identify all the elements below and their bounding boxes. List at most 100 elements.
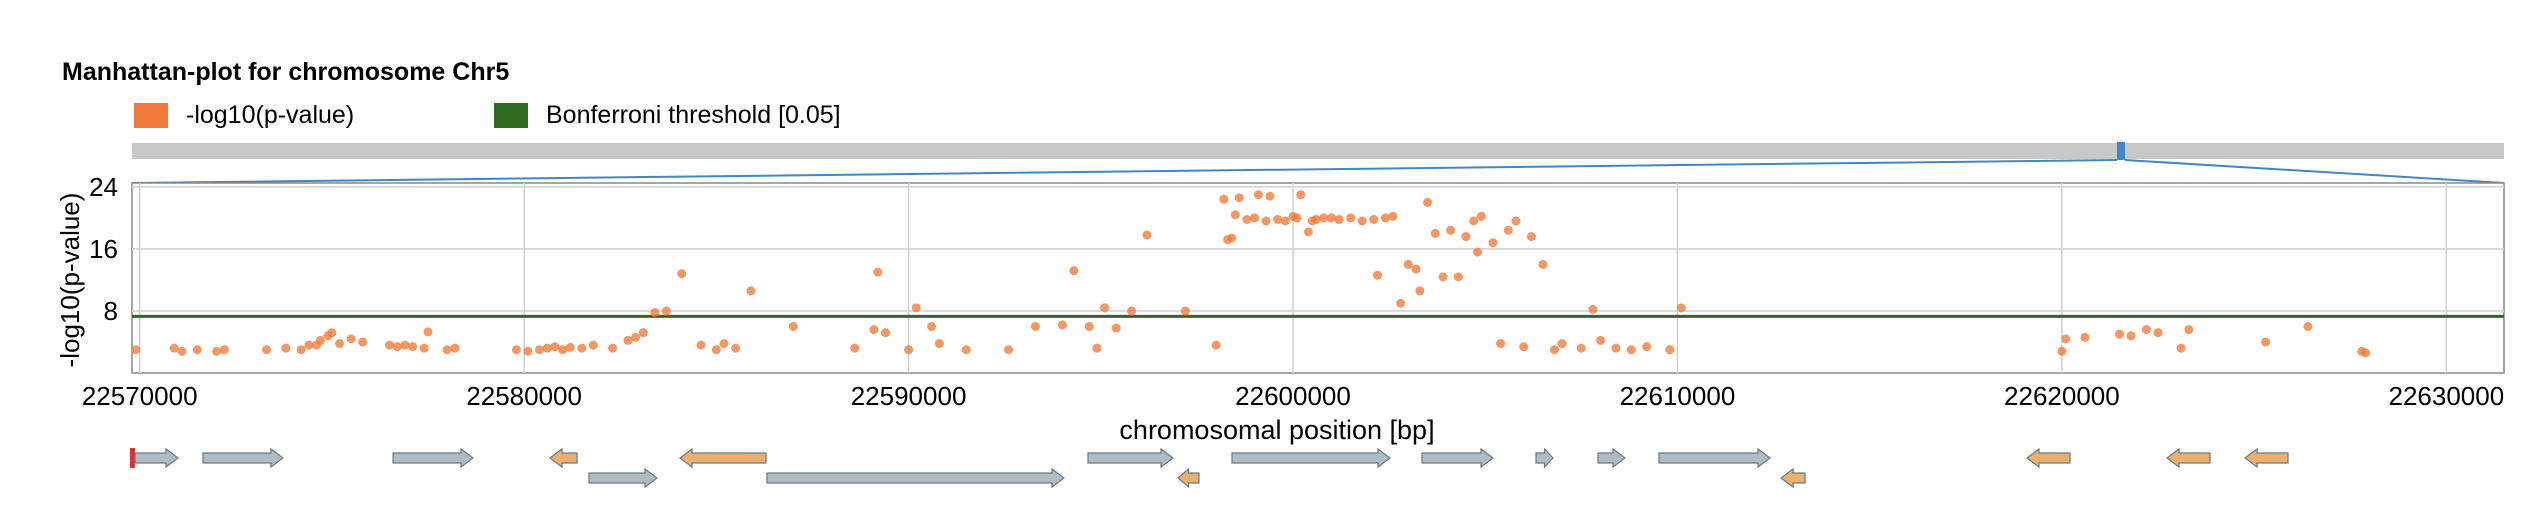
gene-arrow[interactable]	[1658, 447, 1771, 469]
data-point[interactable]	[1519, 342, 1529, 352]
data-point[interactable]	[650, 308, 660, 318]
data-point[interactable]	[1234, 193, 1244, 203]
data-point[interactable]	[1676, 303, 1686, 313]
data-point[interactable]	[1411, 264, 1421, 274]
data-point[interactable]	[1326, 213, 1336, 223]
data-point[interactable]	[1253, 190, 1263, 200]
data-point[interactable]	[608, 343, 618, 353]
data-point[interactable]	[550, 342, 560, 352]
gene-arrow[interactable]	[2244, 447, 2289, 469]
data-point[interactable]	[346, 334, 356, 344]
data-point[interactable]	[677, 269, 687, 279]
data-point[interactable]	[1292, 213, 1302, 223]
data-point[interactable]	[315, 335, 325, 345]
data-point[interactable]	[296, 345, 306, 355]
data-point[interactable]	[2303, 321, 2313, 331]
data-point[interactable]	[392, 342, 402, 352]
data-point[interactable]	[1334, 214, 1344, 224]
data-point[interactable]	[423, 327, 433, 337]
data-point[interactable]	[1373, 270, 1383, 280]
data-point[interactable]	[1596, 335, 1606, 345]
gene-arrow[interactable]	[392, 447, 474, 469]
data-point[interactable]	[1380, 213, 1390, 223]
data-point[interactable]	[335, 339, 345, 349]
data-point[interactable]	[385, 340, 395, 350]
data-point[interactable]	[1503, 225, 1513, 235]
data-point[interactable]	[1388, 211, 1398, 221]
data-point[interactable]	[442, 345, 452, 355]
gene-arrow[interactable]	[202, 447, 284, 469]
gene-arrow[interactable]	[1421, 447, 1494, 469]
data-point[interactable]	[177, 346, 187, 356]
data-point[interactable]	[219, 345, 229, 355]
data-point[interactable]	[788, 321, 798, 331]
data-point[interactable]	[873, 267, 883, 277]
gene-arrow[interactable]	[2166, 447, 2211, 469]
data-point[interactable]	[408, 342, 418, 352]
data-point[interactable]	[869, 325, 879, 335]
data-point[interactable]	[2115, 329, 2125, 339]
data-point[interactable]	[2061, 334, 2071, 344]
data-point[interactable]	[1557, 339, 1567, 349]
data-point[interactable]	[1273, 214, 1283, 224]
data-point[interactable]	[523, 346, 533, 356]
data-point[interactable]	[1461, 232, 1471, 242]
data-point[interactable]	[1415, 286, 1425, 296]
data-point[interactable]	[2184, 325, 2194, 335]
data-point[interactable]	[1511, 216, 1521, 226]
data-point[interactable]	[419, 343, 429, 353]
data-point[interactable]	[661, 306, 671, 316]
data-point[interactable]	[1538, 259, 1548, 269]
data-point[interactable]	[450, 343, 460, 353]
data-point[interactable]	[1242, 214, 1252, 224]
data-point[interactable]	[1261, 216, 1271, 226]
data-point[interactable]	[1142, 230, 1152, 240]
data-point[interactable]	[1430, 228, 1440, 238]
chromosome-overview-bar[interactable]	[132, 143, 2504, 159]
data-point[interactable]	[1219, 194, 1229, 204]
data-point[interactable]	[2153, 328, 2163, 338]
data-point[interactable]	[2361, 348, 2371, 358]
data-point[interactable]	[2057, 346, 2067, 356]
data-point[interactable]	[850, 343, 860, 353]
data-point[interactable]	[1265, 191, 1275, 201]
data-point[interactable]	[1469, 216, 1479, 226]
data-point[interactable]	[588, 340, 598, 350]
data-point[interactable]	[400, 340, 410, 350]
data-point[interactable]	[1084, 321, 1094, 331]
data-point[interactable]	[696, 340, 706, 350]
data-point[interactable]	[327, 328, 337, 338]
gene-arrow[interactable]	[679, 447, 767, 469]
data-point[interactable]	[1423, 197, 1433, 207]
data-point[interactable]	[1180, 306, 1190, 316]
data-point[interactable]	[1369, 214, 1379, 224]
data-point[interactable]	[961, 345, 971, 355]
gene-arrow[interactable]	[1231, 447, 1391, 469]
data-point[interactable]	[192, 345, 202, 355]
data-point[interactable]	[2126, 331, 2136, 341]
data-point[interactable]	[1004, 345, 1014, 355]
gene-arrow[interactable]	[1535, 447, 1554, 469]
data-point[interactable]	[558, 345, 568, 355]
data-point[interactable]	[911, 303, 921, 313]
gene-arrow[interactable]	[588, 467, 658, 489]
data-point[interactable]	[1069, 266, 1079, 276]
data-point[interactable]	[1030, 321, 1040, 331]
data-point[interactable]	[1488, 238, 1498, 248]
data-point[interactable]	[535, 345, 545, 355]
data-point[interactable]	[1111, 323, 1121, 333]
gene-arrow[interactable]	[2026, 447, 2071, 469]
data-point[interactable]	[212, 346, 222, 356]
data-point[interactable]	[1642, 342, 1652, 352]
data-point[interactable]	[631, 332, 641, 342]
gene-arrow[interactable]	[1780, 467, 1806, 489]
data-point[interactable]	[2176, 343, 2186, 353]
data-point[interactable]	[1227, 233, 1237, 243]
data-point[interactable]	[358, 337, 368, 347]
data-point[interactable]	[1127, 306, 1137, 316]
data-point[interactable]	[719, 339, 729, 349]
data-point[interactable]	[1446, 225, 1456, 235]
data-point[interactable]	[746, 286, 756, 296]
data-point[interactable]	[881, 328, 891, 338]
data-point[interactable]	[1357, 216, 1367, 226]
